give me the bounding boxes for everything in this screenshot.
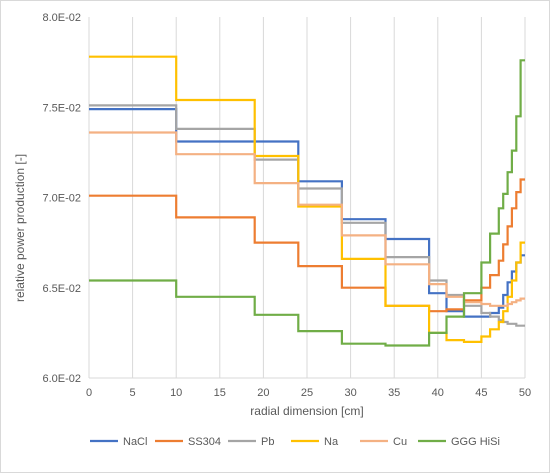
x-tick-label: 5 bbox=[130, 387, 136, 399]
x-tick-label: 45 bbox=[475, 387, 487, 399]
x-tick-label: 15 bbox=[214, 387, 226, 399]
legend-label: GGG HiSi bbox=[451, 436, 500, 448]
legend-label: SS304 bbox=[188, 436, 221, 448]
series-line-na bbox=[89, 55, 525, 343]
plot-area bbox=[89, 55, 525, 347]
legend-item: Cu bbox=[360, 436, 407, 448]
x-tick-label: 20 bbox=[257, 387, 269, 399]
legend-label: Cu bbox=[393, 436, 407, 448]
series-line-ggg-hisi bbox=[89, 59, 525, 347]
y-axis: 6.0E-02 6.5E-02 7.0E-02 7.5E-02 8.0E-02 bbox=[42, 12, 81, 385]
x-tick-label: 40 bbox=[432, 387, 444, 399]
legend-item: NaCl bbox=[90, 436, 147, 448]
x-tick-label: 0 bbox=[86, 387, 92, 399]
x-tick-label: 25 bbox=[301, 387, 313, 399]
legend-label: Pb bbox=[261, 436, 274, 448]
legend-item: Pb bbox=[228, 436, 274, 448]
series-line-ss304 bbox=[89, 178, 525, 313]
y-axis-title: relative power production [-] bbox=[13, 154, 27, 302]
legend-item: Na bbox=[291, 436, 339, 448]
legend: NaCl SS304 Pb Na Cu GGG HiSi bbox=[90, 436, 500, 448]
y-tick-label: 6.0E-02 bbox=[42, 373, 81, 385]
x-tick-label: 50 bbox=[519, 387, 531, 399]
series-line-nacl bbox=[89, 108, 525, 318]
y-tick-label: 8.0E-02 bbox=[42, 12, 81, 24]
legend-label: Na bbox=[324, 436, 339, 448]
legend-item: SS304 bbox=[155, 436, 221, 448]
x-tick-label: 35 bbox=[388, 387, 400, 399]
legend-label: NaCl bbox=[123, 436, 147, 448]
x-axis: 0 5 10 15 20 25 30 35 40 45 50 bbox=[86, 377, 531, 399]
legend-item: GGG HiSi bbox=[418, 436, 500, 448]
y-tick-label: 7.0E-02 bbox=[42, 193, 81, 205]
gridlines bbox=[88, 17, 526, 378]
x-tick-label: 10 bbox=[170, 387, 182, 399]
x-tick-label: 30 bbox=[344, 387, 356, 399]
x-axis-title: radial dimension [cm] bbox=[250, 404, 363, 418]
y-tick-label: 6.5E-02 bbox=[42, 283, 81, 295]
y-tick-label: 7.5E-02 bbox=[42, 102, 81, 114]
